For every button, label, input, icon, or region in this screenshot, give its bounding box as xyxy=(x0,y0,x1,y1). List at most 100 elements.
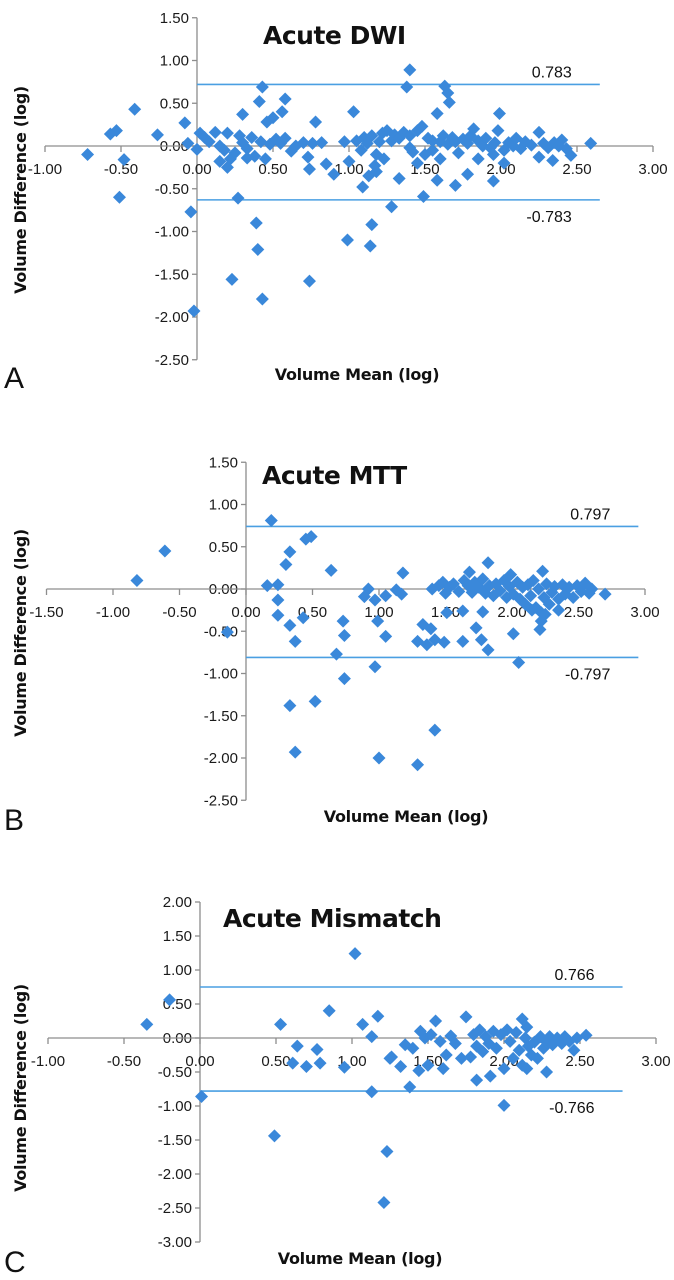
y-tick-label: -1.50 xyxy=(158,1132,192,1149)
data-point xyxy=(286,1056,300,1070)
x-tick-label: 3.00 xyxy=(630,604,659,621)
data-point xyxy=(109,124,123,138)
y-tick-label: -2.50 xyxy=(155,352,189,369)
data-point xyxy=(566,590,580,604)
data-point xyxy=(220,625,234,639)
data-point xyxy=(486,148,500,162)
data-point xyxy=(598,587,612,601)
data-point xyxy=(433,152,447,166)
data-point xyxy=(315,136,329,150)
x-tick-label: 0.00 xyxy=(182,161,211,178)
data-point xyxy=(400,80,414,94)
data-point xyxy=(420,638,434,652)
data-point xyxy=(567,1043,581,1057)
panel-letter: A xyxy=(4,362,24,395)
data-point xyxy=(469,621,483,635)
chart-title: Acute Mismatch xyxy=(223,904,441,933)
data-point xyxy=(506,1051,520,1065)
data-point xyxy=(365,1030,379,1044)
data-point xyxy=(439,1048,453,1062)
y-axis-title: Volume Difference (log) xyxy=(11,984,30,1192)
data-point xyxy=(520,1020,534,1034)
data-point xyxy=(532,582,546,596)
data-point xyxy=(476,572,490,586)
data-point xyxy=(296,611,310,625)
data-point xyxy=(476,1045,490,1059)
x-axis-title: Volume Mean (log) xyxy=(275,365,439,384)
data-point xyxy=(163,993,177,1007)
data-point xyxy=(302,162,316,176)
data-point xyxy=(368,660,382,674)
data-point xyxy=(506,627,520,641)
y-tick-label: 2.00 xyxy=(163,894,192,911)
data-point xyxy=(552,603,566,617)
y-tick-label: -2.00 xyxy=(204,750,238,767)
data-point xyxy=(271,578,285,592)
data-point xyxy=(461,167,475,181)
data-point xyxy=(365,1085,379,1099)
data-point xyxy=(452,585,466,599)
x-tick-label: 1.00 xyxy=(334,161,363,178)
data-point xyxy=(421,1058,435,1072)
data-point xyxy=(497,156,511,170)
data-point xyxy=(555,133,569,147)
data-point xyxy=(526,574,540,588)
data-point xyxy=(462,565,476,579)
data-point xyxy=(403,63,417,77)
data-point xyxy=(520,1062,534,1076)
chart-panel-A: 1.50 1.00 0.50 0.00 -0.50 -1.00 -1.50 -2.00 -2.5… xyxy=(4,10,668,395)
data-point xyxy=(509,1026,523,1040)
y-tick-label: 1.00 xyxy=(160,53,189,70)
y-tick-label: -1.00 xyxy=(204,666,238,683)
data-point xyxy=(474,633,488,647)
data-point xyxy=(479,131,493,145)
data-point xyxy=(428,723,442,737)
data-point xyxy=(158,544,172,558)
data-point xyxy=(481,556,495,570)
data-point xyxy=(302,274,316,288)
data-point xyxy=(433,1034,447,1048)
x-tick-label: -1.00 xyxy=(28,161,62,178)
y-tick-label: 1.00 xyxy=(163,962,192,979)
x-tick-label: 0.00 xyxy=(185,1053,214,1070)
data-point xyxy=(228,146,242,160)
data-point xyxy=(356,1017,370,1031)
data-point xyxy=(436,129,450,143)
data-point xyxy=(493,584,507,598)
data-point xyxy=(245,130,259,144)
data-point xyxy=(467,122,481,136)
data-point xyxy=(278,131,292,145)
data-point xyxy=(585,582,599,596)
data-point xyxy=(512,656,526,670)
data-point xyxy=(190,142,204,156)
data-point xyxy=(430,107,444,121)
data-point xyxy=(371,614,385,628)
data-point xyxy=(456,604,470,618)
x-tick-label: -0.50 xyxy=(107,1053,141,1070)
data-point xyxy=(304,530,318,544)
data-point xyxy=(337,135,351,149)
y-tick-label: -3.00 xyxy=(158,1234,192,1251)
data-point xyxy=(530,1051,544,1065)
chart-title: Acute DWI xyxy=(263,21,406,50)
x-tick-label: 2.50 xyxy=(565,1053,594,1070)
lower-limit-label: -0.797 xyxy=(565,666,610,683)
data-point xyxy=(283,699,297,713)
x-tick-label: 0.00 xyxy=(231,604,260,621)
data-point xyxy=(365,218,379,232)
data-point xyxy=(220,126,234,140)
data-point xyxy=(410,156,424,170)
data-point xyxy=(278,92,292,106)
data-point xyxy=(264,514,278,528)
data-point xyxy=(486,174,500,188)
x-tick-label: 0.50 xyxy=(261,1053,290,1070)
data-point xyxy=(524,589,538,603)
data-point xyxy=(327,167,341,181)
data-point xyxy=(491,124,505,138)
data-point xyxy=(497,1098,511,1112)
data-point xyxy=(322,1004,336,1018)
y-tick-label: -2.50 xyxy=(158,1200,192,1217)
data-point xyxy=(483,1069,497,1083)
y-tick-label: -2.00 xyxy=(155,309,189,326)
